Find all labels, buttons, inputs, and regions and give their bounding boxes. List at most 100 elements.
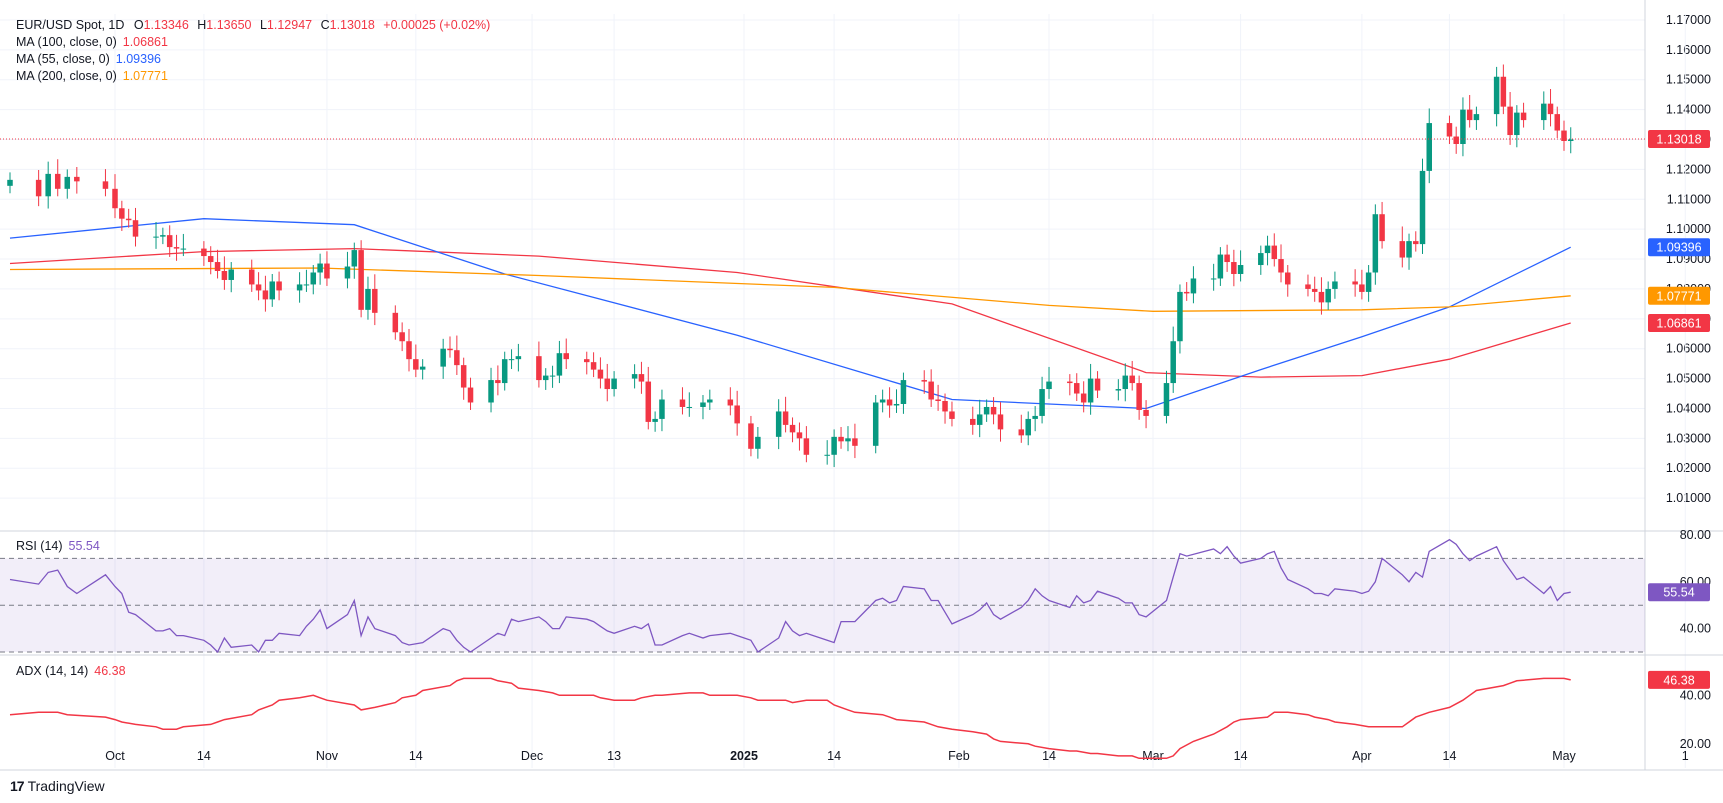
candle: [112, 174, 118, 219]
candle: [440, 338, 446, 379]
candle: [1520, 102, 1527, 128]
candle: [886, 387, 893, 418]
candle-body: [1305, 284, 1311, 289]
candle: [488, 367, 494, 413]
candle: [1136, 375, 1142, 420]
candle-body: [1271, 245, 1278, 260]
tradingview-logo[interactable]: 17 TradingView: [10, 778, 105, 794]
candle-body: [976, 414, 983, 425]
candle: [125, 208, 132, 228]
candle: [976, 399, 983, 438]
candle: [392, 305, 399, 340]
candle: [1073, 373, 1080, 401]
ohlc-high: H1.13650: [197, 18, 252, 32]
candle: [604, 363, 611, 402]
candle: [255, 272, 262, 301]
candle: [1460, 97, 1466, 157]
candle-body: [365, 288, 371, 310]
time-axis-tick-label: Dec: [521, 749, 543, 763]
candle: [1177, 284, 1183, 354]
ma55-price-tag: 1.09396: [1648, 238, 1710, 257]
candle-body: [893, 403, 900, 406]
candle: [1473, 106, 1480, 130]
candle-body: [7, 179, 13, 186]
candle-body: [556, 353, 563, 376]
candle: [1067, 374, 1073, 396]
candle: [1258, 245, 1264, 275]
adx-value-tag-text: 46.38: [1663, 673, 1694, 687]
symbol-title[interactable]: EUR/USD Spot, 1D: [16, 18, 125, 32]
candle-body: [1115, 389, 1122, 391]
price-axis-tick-label: 1.05000: [1666, 372, 1711, 386]
candle: [1507, 91, 1513, 145]
price-axis-tick-label: 1.01000: [1666, 491, 1711, 505]
candle-body: [276, 281, 282, 291]
candle-body: [132, 220, 139, 237]
rsi-axis-tick-label: 80.00: [1680, 528, 1711, 542]
candle: [700, 395, 706, 420]
candle: [1115, 379, 1122, 401]
candle: [119, 200, 125, 231]
candle: [74, 167, 80, 194]
candle: [1453, 126, 1459, 154]
last-price-tag-bg: [1648, 129, 1710, 148]
candle-body: [1426, 123, 1432, 171]
candle-body: [440, 348, 446, 367]
candle-body: [467, 387, 474, 403]
candle: [824, 440, 830, 465]
candle: [365, 276, 371, 320]
ma200-label: MA (200, close, 0): [16, 69, 117, 83]
rsi-legend[interactable]: RSI (14) 55.54: [16, 539, 100, 553]
candle-body: [604, 378, 611, 390]
ma55-legend[interactable]: MA (55, close, 0) 1.09396: [16, 52, 161, 66]
ma55-price-tag-text: 1.09396: [1656, 241, 1701, 255]
candle-body: [679, 399, 686, 407]
candle: [1325, 281, 1331, 310]
ma55-price-tag-bg: [1648, 238, 1710, 257]
candle: [1352, 269, 1358, 297]
candle-body: [1039, 389, 1045, 416]
candle-body: [454, 350, 460, 366]
ma200-legend[interactable]: MA (200, close, 0) 1.07771: [16, 69, 168, 83]
candle-body: [789, 424, 796, 433]
adx-legend[interactable]: ADX (14, 14) 46.38: [16, 664, 126, 678]
candle: [900, 372, 907, 414]
adx-value-tag-bg: [1648, 670, 1710, 689]
candle-body: [659, 399, 665, 419]
candle-body: [166, 235, 173, 248]
candle: [590, 352, 597, 378]
ma100-legend[interactable]: MA (100, close, 0) 1.06861: [16, 35, 168, 49]
candle: [160, 227, 166, 245]
candle: [454, 335, 460, 375]
candle: [782, 396, 789, 433]
candle-body: [1325, 288, 1331, 303]
candle: [419, 359, 426, 380]
candle: [1025, 411, 1031, 446]
candle: [7, 172, 13, 194]
price-axis-tick-label: 1.10000: [1666, 222, 1711, 236]
candle-body: [970, 418, 976, 425]
candle: [775, 399, 782, 450]
candle: [1237, 250, 1244, 282]
candle-body: [1554, 114, 1561, 131]
candle-body: [125, 218, 132, 221]
tradingview-logo-icon: 17: [10, 778, 25, 794]
candle: [467, 377, 474, 410]
candle: [1561, 120, 1567, 151]
candle: [584, 351, 590, 375]
price-change: +0.00025 (+0.02%): [383, 18, 491, 32]
candle-body: [1129, 375, 1135, 384]
candle: [1399, 226, 1406, 268]
time-axis-tick-label: 14: [197, 749, 211, 763]
candle: [248, 259, 255, 292]
candle-body: [160, 235, 166, 237]
candle-body: [296, 284, 303, 291]
candle: [35, 169, 42, 207]
candle-body: [248, 269, 255, 285]
candle-body: [1163, 383, 1170, 416]
candle-body: [413, 359, 419, 370]
rsi-label: RSI (14): [16, 539, 63, 553]
ohlc-low: L1.12947: [259, 18, 313, 32]
candle-body: [460, 365, 467, 388]
